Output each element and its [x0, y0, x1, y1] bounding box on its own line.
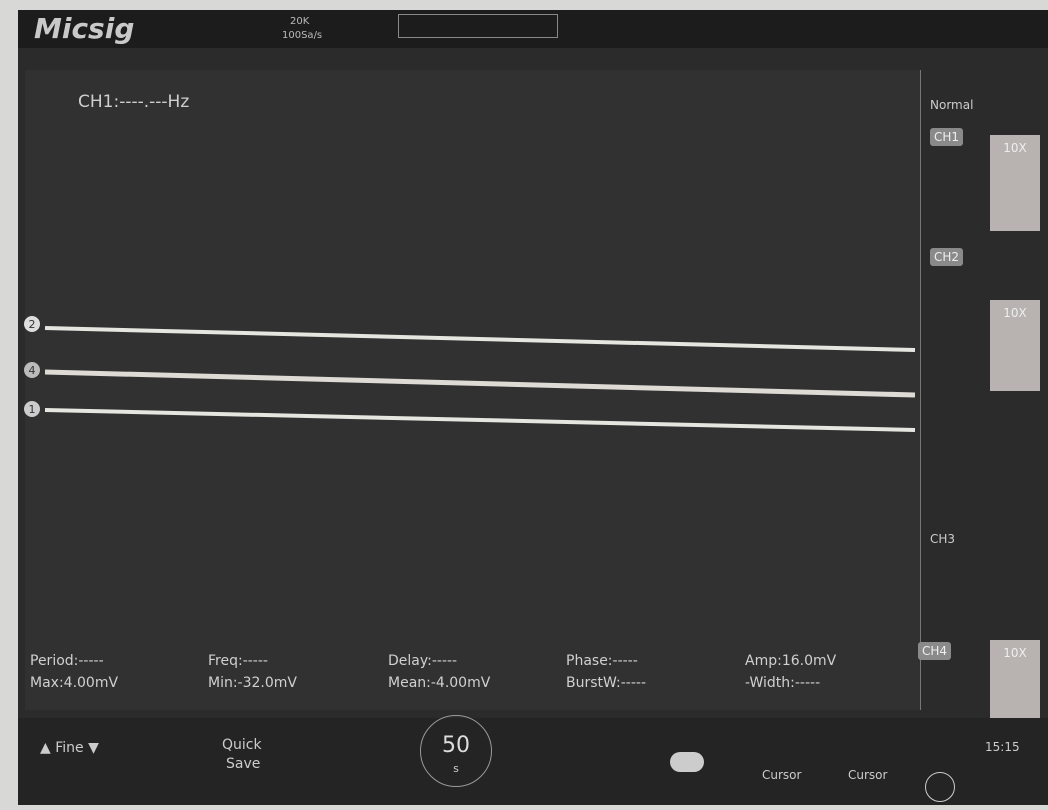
fine-button[interactable]: ▲ Fine ▼ [40, 740, 99, 756]
trace-ch4 [45, 372, 915, 395]
knob-value: 50 [420, 733, 492, 758]
trace-ch2 [45, 328, 915, 350]
quick-save-bottom[interactable]: Save [226, 756, 260, 772]
marker-ch1-label: 1 [29, 403, 36, 416]
frequency-readout: CH1:----.---Hz [78, 92, 189, 112]
traces: 2 4 1 [0, 0, 1048, 810]
ch4-probe[interactable]: 10X [990, 640, 1040, 726]
measurement: Max:4.00mV [30, 674, 118, 693]
measurement: BurstW:----- [566, 674, 646, 693]
auto-button[interactable] [670, 752, 704, 772]
fine-label: Fine [55, 740, 83, 756]
measurement: Phase:----- [566, 652, 638, 671]
marker-ch4-label: 4 [29, 364, 36, 377]
measurement: Mean:-4.00mV [388, 674, 490, 693]
ch2-probe[interactable]: 10X [990, 300, 1040, 391]
toolbar [18, 718, 1048, 805]
power-button[interactable] [925, 772, 955, 802]
ch4-badge[interactable]: CH4 [918, 642, 951, 660]
trace-ch1 [45, 410, 915, 430]
ch3-label[interactable]: CH3 [930, 532, 955, 546]
cursor-h[interactable]: Cursor [762, 768, 801, 782]
measurement: -Width:----- [745, 674, 820, 693]
clock: 15:15 [985, 740, 1020, 754]
quick-save-top[interactable]: Quick [222, 737, 262, 753]
page: Micsig 20K 100Sa/s 2 4 1 CH1:----.---Hz … [0, 0, 1048, 810]
knob-unit: s [420, 762, 492, 775]
trigger-mode[interactable]: Normal [930, 98, 973, 112]
ch1-probe[interactable]: 10X [990, 135, 1040, 231]
measurement: Delay:----- [388, 652, 457, 671]
measurement: Freq:----- [208, 652, 268, 671]
measurement: Period:----- [30, 652, 104, 671]
measurement: Amp:16.0mV [745, 652, 836, 671]
measurement: Min:-32.0mV [208, 674, 297, 693]
cursor-v[interactable]: Cursor [848, 768, 887, 782]
ch1-badge[interactable]: CH1 [930, 128, 963, 146]
ch2-badge[interactable]: CH2 [930, 248, 963, 266]
marker-ch2-label: 2 [29, 318, 36, 331]
